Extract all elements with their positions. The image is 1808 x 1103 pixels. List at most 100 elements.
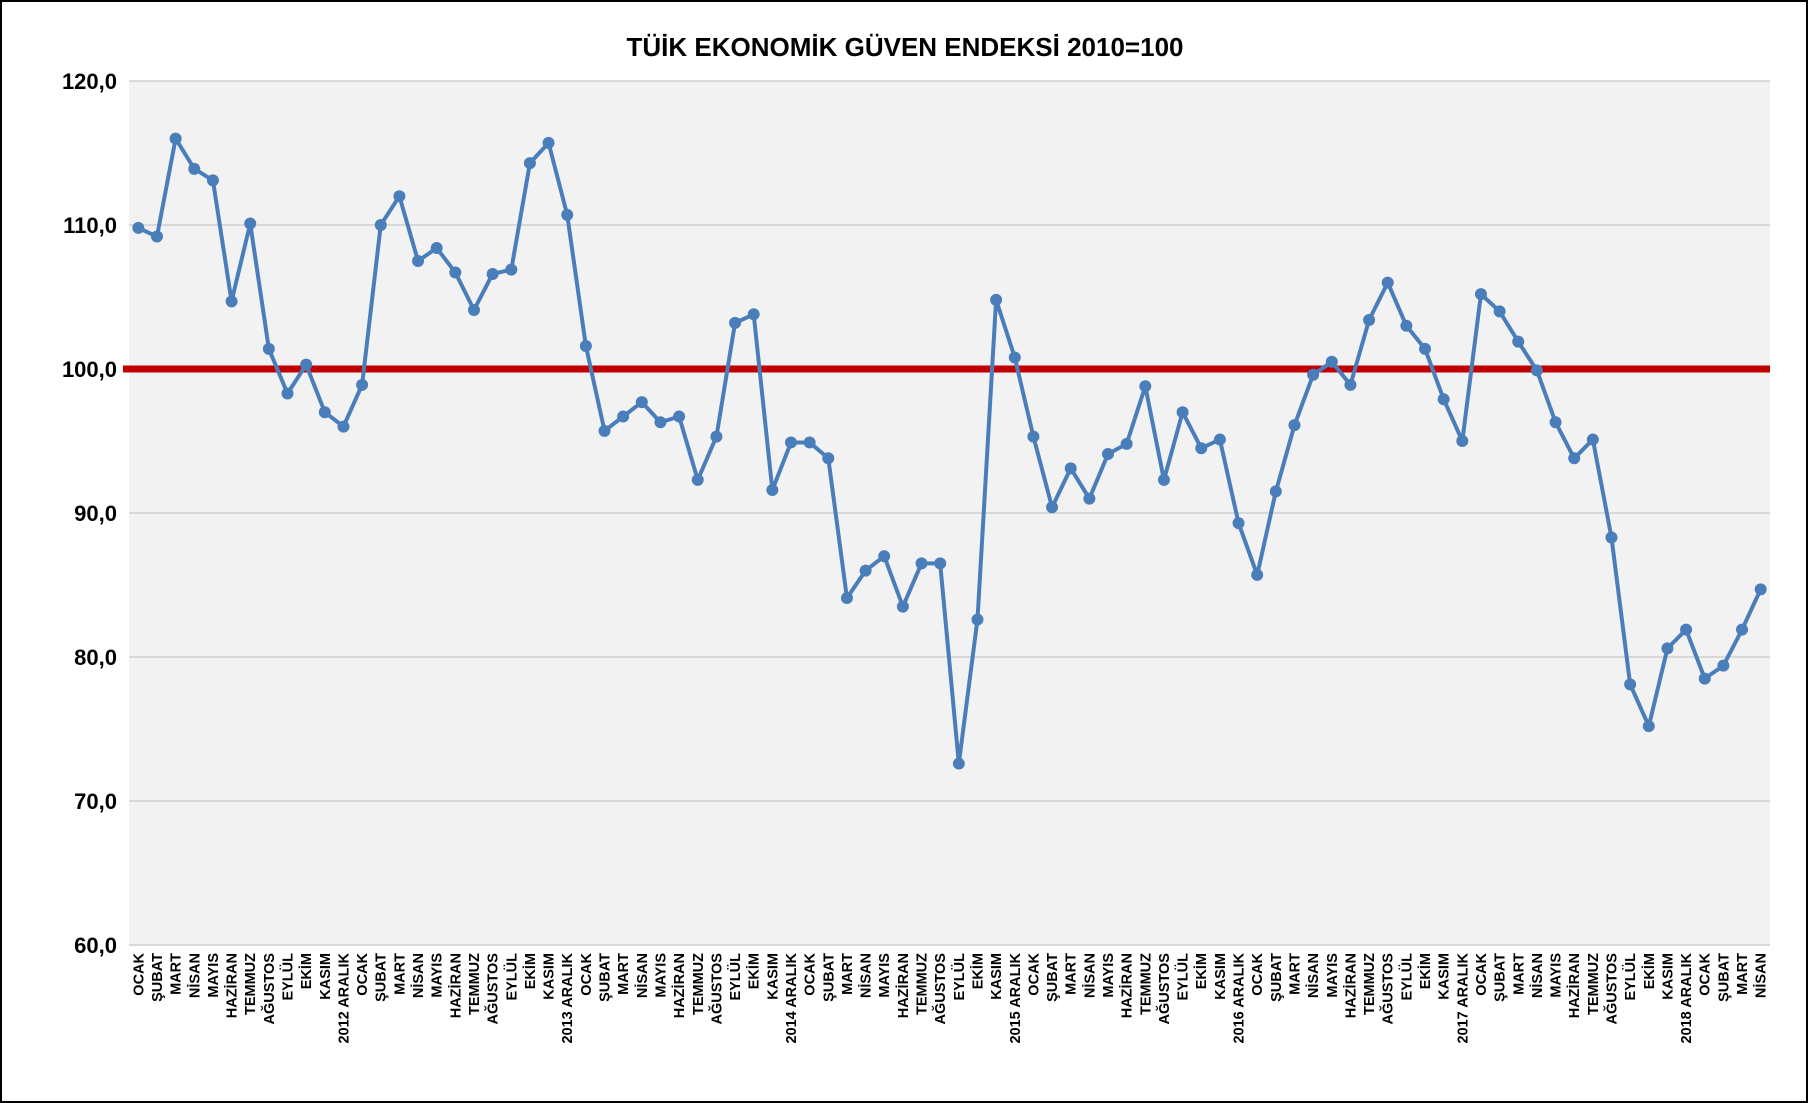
x-tick-label: HAZİRAN bbox=[447, 953, 464, 1018]
data-point bbox=[449, 266, 462, 279]
data-point bbox=[1139, 380, 1152, 393]
x-tick-label: EKİM bbox=[746, 953, 763, 989]
x-tick-label: KASIM bbox=[765, 953, 781, 1000]
x-tick-label: KASIM bbox=[542, 953, 558, 1000]
x-tick-label: MART bbox=[1287, 953, 1303, 995]
data-point bbox=[281, 387, 294, 400]
data-point bbox=[1437, 393, 1450, 406]
data-point bbox=[1102, 447, 1115, 460]
data-point bbox=[1493, 305, 1506, 318]
x-tick-label: AĞUSTOS bbox=[260, 953, 278, 1025]
x-tick-label: HAZİRAN bbox=[895, 953, 912, 1018]
x-tick-label: HAZİRAN bbox=[1119, 953, 1136, 1018]
x-tick-label: AĞUSTOS bbox=[1602, 953, 1620, 1025]
data-point bbox=[1754, 583, 1767, 596]
x-tick-label: OCAK bbox=[803, 952, 819, 995]
x-tick-label: EKİM bbox=[1417, 953, 1434, 989]
y-tick-label: 90,0 bbox=[74, 501, 117, 526]
data-point bbox=[1456, 435, 1469, 447]
x-tick-label: NİSAN bbox=[1753, 953, 1770, 998]
x-tick-label: MART bbox=[1735, 953, 1751, 995]
x-tick-label: 2013 ARALIK bbox=[560, 952, 576, 1043]
y-tick-label: 110,0 bbox=[63, 213, 117, 238]
x-tick-label: ŞUBAT bbox=[821, 953, 837, 1002]
x-tick-label: TEMMUZ bbox=[467, 953, 483, 1015]
data-point bbox=[1717, 659, 1730, 672]
data-point bbox=[1325, 355, 1338, 368]
x-tick-label: OCAK bbox=[131, 952, 147, 995]
x-tick-label: TEMMUZ bbox=[915, 953, 931, 1015]
x-tick-label: TEMMUZ bbox=[1586, 953, 1602, 1015]
data-point bbox=[1083, 492, 1096, 505]
x-tick-label: EKİM bbox=[1193, 953, 1210, 989]
x-tick-label: MAYIS bbox=[206, 953, 222, 998]
data-point bbox=[598, 424, 611, 437]
data-point bbox=[225, 295, 238, 308]
data-point bbox=[990, 293, 1003, 306]
y-tick-label: 120,0 bbox=[62, 69, 117, 94]
x-tick-label: EYLÜL bbox=[727, 953, 744, 1001]
data-point bbox=[896, 600, 909, 613]
data-point bbox=[374, 219, 387, 231]
x-tick-label: MART bbox=[616, 953, 632, 995]
data-point bbox=[747, 308, 760, 321]
x-tick-label: OCAK bbox=[1474, 952, 1490, 995]
y-tick-label: 80,0 bbox=[74, 645, 117, 670]
data-point bbox=[300, 358, 313, 371]
x-tick-label: TEMMUZ bbox=[691, 953, 707, 1015]
x-tick-label: KASIM bbox=[1660, 953, 1676, 1000]
x-tick-label: KASIM bbox=[1213, 953, 1229, 1000]
data-point bbox=[393, 190, 406, 203]
data-point bbox=[1605, 531, 1618, 544]
data-point bbox=[1251, 568, 1264, 581]
data-point bbox=[188, 162, 201, 175]
data-point bbox=[523, 157, 536, 170]
data-point bbox=[859, 564, 872, 577]
data-point bbox=[803, 436, 816, 449]
data-point bbox=[1027, 430, 1040, 443]
data-point bbox=[729, 316, 742, 329]
data-point bbox=[1157, 473, 1170, 486]
x-tick-label: OCAK bbox=[1698, 952, 1714, 995]
x-tick-label: ŞUBAT bbox=[150, 953, 166, 1002]
series-line bbox=[137, 136, 1763, 766]
x-tick-label: EYLÜL bbox=[280, 953, 297, 1001]
data-point bbox=[710, 430, 723, 443]
data-point bbox=[1288, 419, 1301, 432]
x-tick-label: HAZİRAN bbox=[1342, 953, 1359, 1018]
data-point bbox=[1269, 485, 1282, 498]
x-tick-label: TEMMUZ bbox=[1138, 953, 1154, 1015]
x-tick-label: AĞUSTOS bbox=[1379, 953, 1397, 1025]
x-tick-label: 2014 ARALIK bbox=[784, 952, 800, 1043]
x-tick-label: MART bbox=[1511, 953, 1527, 995]
x-tick-label: 2012 ARALIK bbox=[336, 952, 352, 1043]
x-tick-label: NİSAN bbox=[1529, 953, 1546, 998]
y-tick-label: 100,0 bbox=[62, 357, 117, 382]
x-tick-label: OCAK bbox=[579, 952, 595, 995]
data-point bbox=[1381, 276, 1394, 289]
chart-title: TÜİK EKONOMİK GÜVEN ENDEKSİ 2010=100 bbox=[627, 32, 1184, 62]
x-tick-label: ŞUBAT bbox=[1716, 953, 1732, 1002]
data-point bbox=[542, 136, 555, 149]
x-tick-label: EYLÜL bbox=[503, 953, 520, 1001]
data-point bbox=[150, 230, 163, 243]
x-tick-label: MART bbox=[392, 953, 408, 995]
x-tick-label: ŞUBAT bbox=[1045, 953, 1061, 1002]
x-tick-label: AĞUSTOS bbox=[484, 953, 502, 1025]
data-point bbox=[337, 420, 350, 433]
data-point bbox=[412, 255, 425, 267]
x-tick-label: MAYIS bbox=[1549, 953, 1565, 998]
x-tick-label: EYLÜL bbox=[951, 953, 968, 1001]
x-tick-label: MART bbox=[169, 953, 185, 995]
data-point bbox=[561, 208, 574, 221]
x-tick-label: HAZİRAN bbox=[671, 953, 688, 1018]
data-point bbox=[132, 221, 145, 234]
data-point bbox=[1363, 314, 1376, 327]
x-tick-label: MAYIS bbox=[877, 953, 893, 998]
data-point bbox=[971, 613, 984, 626]
y-tick-label: 60,0 bbox=[74, 933, 117, 958]
x-tick-label: MAYIS bbox=[1325, 953, 1341, 998]
x-tick-label: NİSAN bbox=[634, 953, 651, 998]
data-point bbox=[1586, 433, 1599, 446]
